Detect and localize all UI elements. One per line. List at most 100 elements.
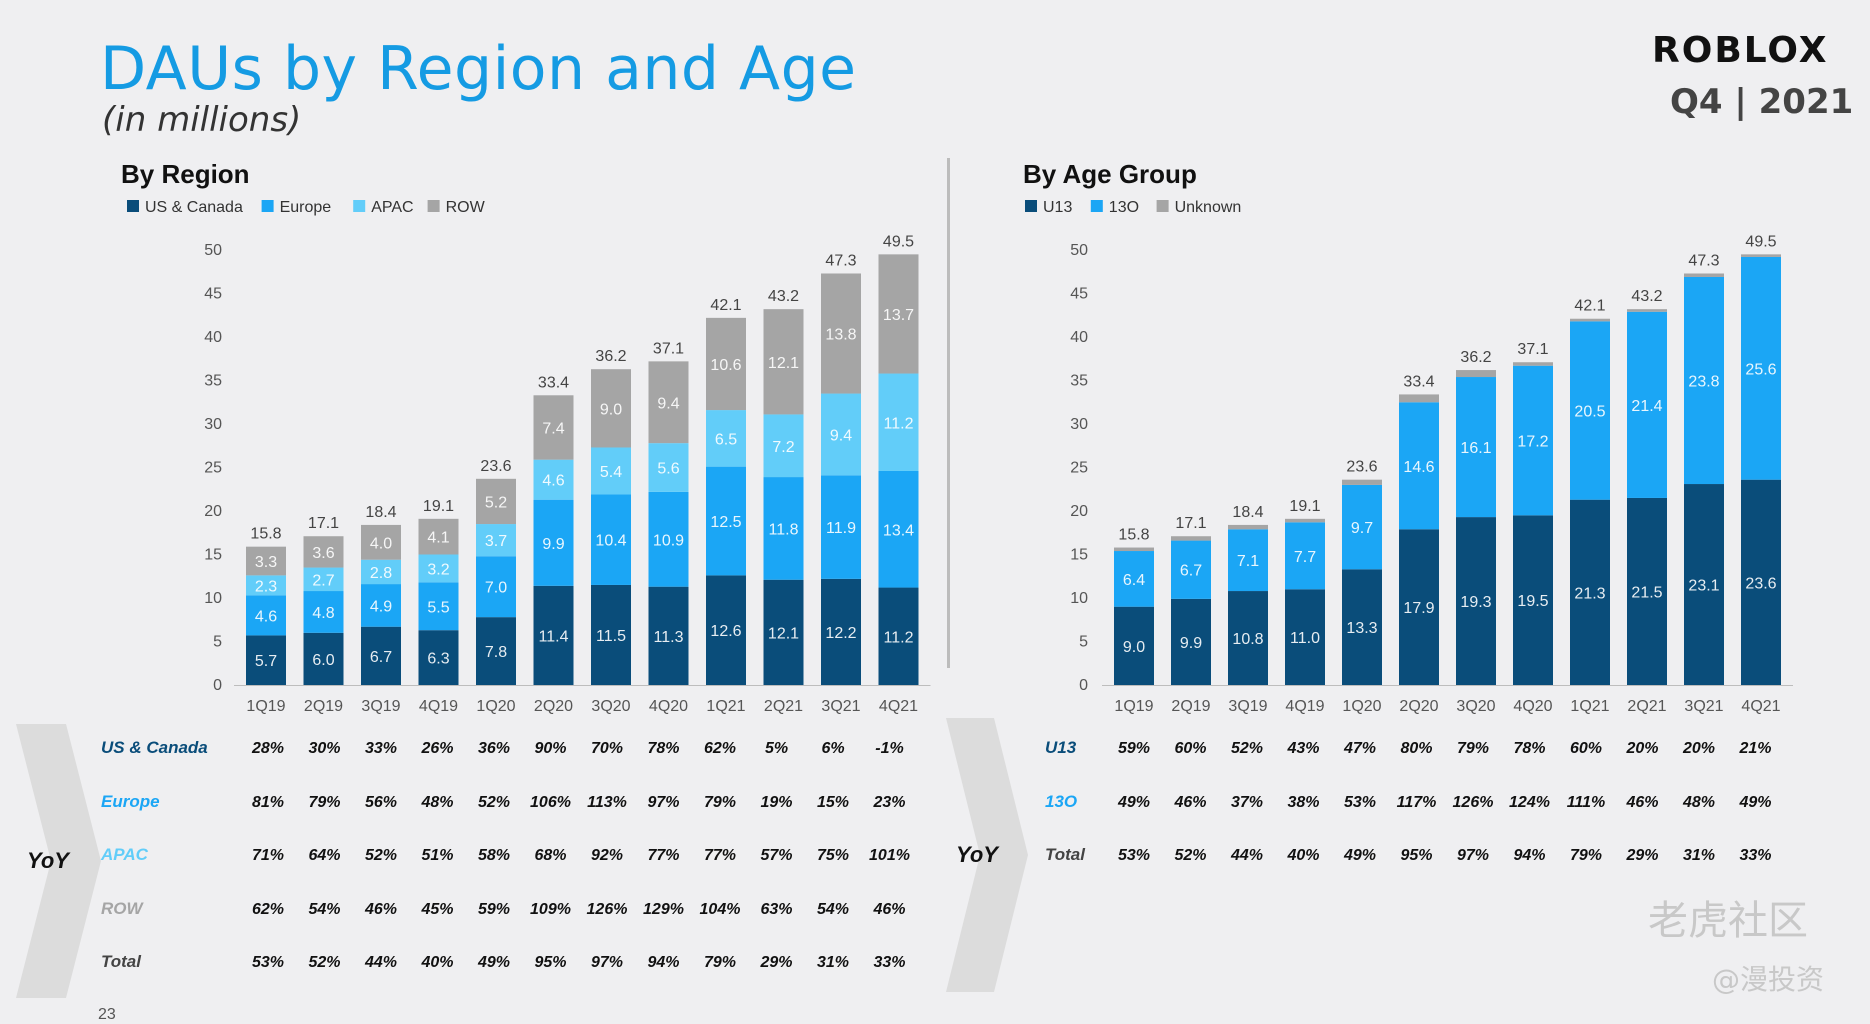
bar-segment — [476, 524, 516, 557]
bar-segment — [648, 586, 689, 685]
watermark: 老虎社区 — [1648, 898, 1808, 944]
yoy-cell: 5% — [764, 740, 789, 757]
total-label: 43.2 — [1631, 288, 1662, 305]
y-tick-label: 45 — [204, 286, 222, 303]
y-tick-label: 20 — [1070, 503, 1088, 520]
yoy-cell: 95% — [1400, 847, 1433, 864]
yoy-cell: 43% — [1287, 740, 1320, 757]
x-tick-label: 1Q20 — [476, 698, 515, 715]
data-label: 14.6 — [1403, 459, 1434, 476]
yoy-cell: 49% — [477, 954, 511, 971]
data-label: 23.8 — [1688, 374, 1719, 391]
x-tick-label: 2Q21 — [1627, 698, 1666, 715]
bar-segment — [648, 361, 689, 444]
x-tick-label: 1Q21 — [1570, 698, 1609, 715]
yoy-cell: 70% — [590, 740, 624, 757]
legend-label: APAC — [371, 199, 413, 216]
yoy-cell: 97% — [590, 954, 624, 971]
data-label: 9.0 — [1123, 639, 1145, 656]
yoy-cell: 78% — [647, 740, 680, 757]
data-label: 11.2 — [884, 629, 914, 646]
bar-segment — [821, 475, 861, 579]
data-label: 12.1 — [768, 625, 799, 642]
yoy-cell: 71% — [251, 847, 285, 864]
x-tick-label: 3Q20 — [1456, 698, 1495, 715]
yoy-cell: 79% — [1569, 847, 1603, 864]
data-label: 6.0 — [312, 652, 334, 669]
y-tick-label: 35 — [1070, 373, 1088, 390]
bar-segment — [1513, 515, 1553, 685]
bar-segment — [361, 584, 401, 627]
x-tick-label: 3Q19 — [361, 698, 400, 715]
y-tick-label: 5 — [213, 634, 222, 651]
x-tick-label: 4Q20 — [1513, 698, 1552, 715]
bar-segment — [821, 393, 861, 476]
x-tick-label: 2Q20 — [534, 698, 573, 715]
bar-segment — [1285, 589, 1325, 685]
yoy-cell: 75% — [816, 847, 850, 864]
total-label: 18.4 — [365, 504, 396, 521]
data-label: 5.4 — [600, 464, 622, 481]
bar-segment — [418, 554, 459, 583]
yoy-cell: 15% — [816, 793, 850, 811]
data-label: 9.9 — [542, 536, 564, 553]
yoy-cell: 79% — [703, 954, 737, 971]
bar-segment — [1342, 479, 1382, 485]
yoy-cell: 37% — [1230, 793, 1264, 811]
yoy-cell: -1% — [875, 740, 904, 757]
data-label: 9.7 — [1351, 520, 1373, 537]
bar-segment — [1513, 362, 1553, 366]
bar-segment — [1456, 370, 1496, 378]
x-tick-label: 4Q21 — [1741, 698, 1780, 715]
yoy-cell: 113% — [587, 793, 627, 811]
yoy-cell: 54% — [816, 900, 850, 918]
data-label: 4.6 — [542, 473, 564, 490]
data-label: 11.5 — [596, 628, 626, 645]
data-label: 19.3 — [1460, 594, 1491, 611]
yoy-age-arrow — [946, 718, 1028, 992]
bar-segment — [303, 632, 344, 685]
yoy-cell: 52% — [364, 847, 398, 864]
x-tick-label: 1Q19 — [1114, 698, 1153, 715]
yoy-cell: 38% — [1287, 793, 1320, 811]
data-label: 10.9 — [653, 532, 684, 549]
data-label: 10.4 — [595, 533, 626, 550]
bar-segment — [1627, 311, 1667, 498]
yoy-age-label: YoY — [956, 842, 998, 867]
chart-divider — [947, 158, 950, 668]
bar-segment — [1741, 479, 1781, 685]
bar-segment — [1684, 273, 1724, 277]
bar-segment — [763, 579, 804, 685]
bar-segment — [303, 591, 344, 633]
bar-segment — [1342, 569, 1382, 685]
yoy-cell: 44% — [1230, 847, 1264, 864]
data-label: 16.1 — [1460, 440, 1491, 457]
bar-segment — [533, 499, 574, 586]
data-label: 7.8 — [485, 644, 507, 661]
data-label: 11.0 — [1290, 630, 1320, 647]
bar-segment — [533, 459, 574, 500]
x-tick-label: 2Q21 — [764, 698, 803, 715]
bar-segment — [821, 578, 861, 685]
y-tick-label: 15 — [204, 547, 222, 564]
total-label: 33.4 — [1403, 373, 1434, 390]
bar-segment — [591, 369, 631, 448]
y-tick-label: 35 — [204, 373, 222, 390]
bar-segment — [533, 585, 574, 685]
bar-segment — [648, 491, 689, 587]
yoy-cell: 45% — [421, 900, 454, 918]
yoy-cell: 49% — [1739, 793, 1772, 811]
data-label: 21.5 — [1631, 584, 1662, 601]
legend-swatch — [353, 200, 366, 212]
x-tick-label: 4Q20 — [649, 698, 688, 715]
yoy-cell: 46% — [873, 900, 906, 918]
chart-title: By Age Group — [1023, 159, 1197, 189]
data-label: 7.7 — [1294, 549, 1316, 566]
bar-segment — [418, 518, 459, 555]
data-label: 10.6 — [710, 357, 741, 374]
bar-segment — [1627, 309, 1667, 312]
data-label: 2.3 — [255, 578, 277, 595]
yoy-cell: 97% — [647, 793, 680, 811]
bar-segment — [1228, 524, 1268, 530]
bar-segment — [303, 567, 344, 592]
